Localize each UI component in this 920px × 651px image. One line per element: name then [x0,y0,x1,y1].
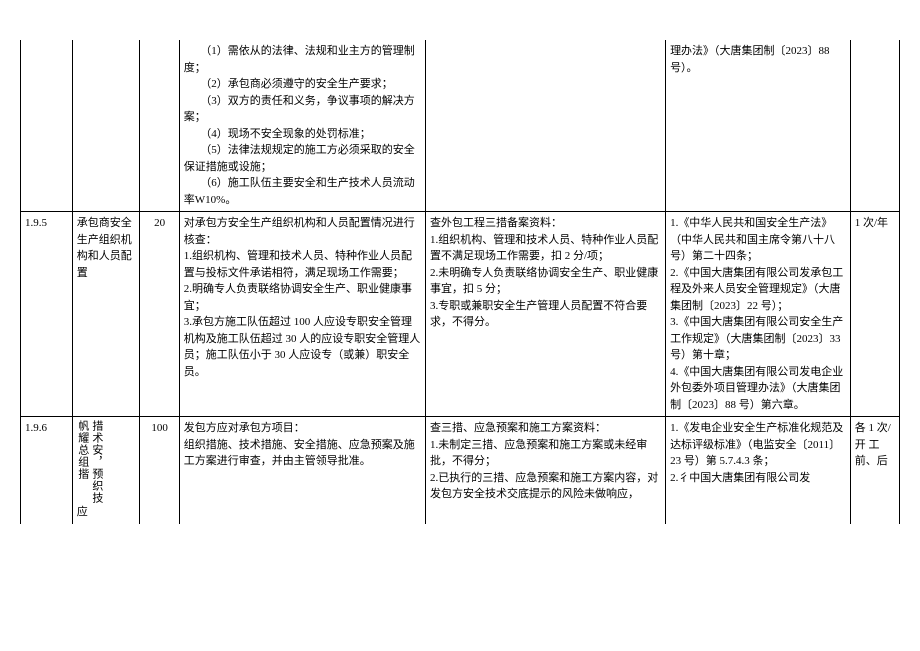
cell-name: 帆耀总组揩 措术安，预织技 应 [72,417,140,524]
cell-id: 1.9.5 [21,212,73,417]
cell-name [72,40,140,212]
table-row-continuation: （1）需依从的法律、法规和业主方的管理制度； （2）承包商必须遵守的安全生产要求… [21,40,900,212]
cell-basis: 理办法》（大唐集团制〔2023〕88 号）。 [666,40,851,212]
cell-freq [850,40,899,212]
cell-method: 对承包方安全生产组织机构和人员配置情况进行核查： 1.组织机构、管理和技术人员、… [179,212,425,417]
name-col-2: 措术安，预织技 [91,420,103,504]
cell-criteria: 查三措、应急预案和施工方案资料： 1.未制定三措、应急预案和施工方案或未经审批，… [426,417,666,524]
cell-method: 发包方应对承包方项目： 组织措施、技术措施、安全措施、应急预案及施工方案进行审查… [179,417,425,524]
name-col-1: 帆耀总组揩 [77,420,89,504]
cell-score: 100 [140,417,179,524]
cell-criteria: 查外包工程三措备案资料： 1.组织机构、管理和技术人员、特种作业人员配置不满足现… [426,212,666,417]
cell-method: （1）需依从的法律、法规和业主方的管理制度； （2）承包商必须遵守的安全生产要求… [179,40,425,212]
table-row-195: 1.9.5 承包商安全生产组织机构和人员配置 20 对承包方安全生产组织机构和人… [21,212,900,417]
cell-basis: 1.《中华人民共和国安全生产法》（中华人民共和国主席令第八十八号）第二十四条； … [666,212,851,417]
cell-id: 1.9.6 [21,417,73,524]
cell-score [140,40,179,212]
cell-name: 承包商安全生产组织机构和人员配置 [72,212,140,417]
cell-freq: 各 1 次/开 工前、后 [850,417,899,524]
table-row-196: 1.9.6 帆耀总组揩 措术安，预织技 应 100 发包方应对承包方项目： 组织… [21,417,900,524]
cell-id [21,40,73,212]
cell-freq: 1 次/年 [850,212,899,417]
cell-score: 20 [140,212,179,417]
cell-basis: 1.《发电企业安全生产标准化规范及达标评级标准》（电监安全〔2011〕23 号）… [666,417,851,524]
cell-criteria [426,40,666,212]
name-extra: 应 [77,504,136,521]
